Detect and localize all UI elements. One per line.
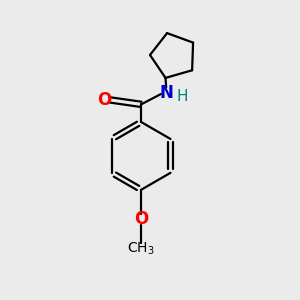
Text: N: N [159, 84, 173, 102]
Text: CH$_3$: CH$_3$ [127, 240, 155, 257]
Text: O: O [97, 91, 112, 109]
Text: H: H [177, 89, 188, 104]
Text: O: O [134, 210, 148, 228]
